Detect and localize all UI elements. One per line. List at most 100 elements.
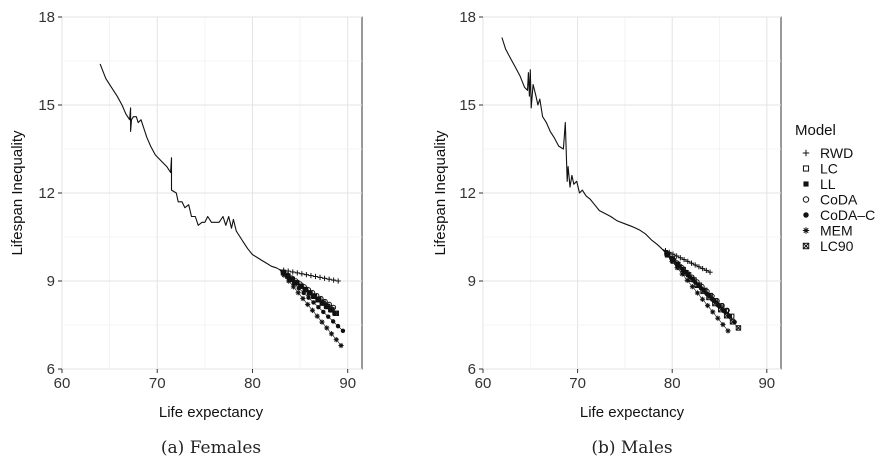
series-point bbox=[311, 293, 318, 300]
x-tick-label: 90 bbox=[758, 375, 775, 392]
legend-marker-open-circle bbox=[802, 196, 810, 203]
series-point bbox=[305, 301, 311, 308]
series-lc90 bbox=[661, 248, 742, 331]
series-point bbox=[324, 303, 331, 310]
series-point bbox=[705, 302, 711, 309]
x-tick-label: 80 bbox=[244, 375, 261, 392]
series-point bbox=[664, 252, 671, 258]
series-point bbox=[700, 288, 706, 295]
series-point bbox=[723, 313, 730, 319]
series-point bbox=[306, 290, 311, 296]
x-tick-label: 70 bbox=[569, 375, 586, 392]
y-axis-title: Lifespan Inequality bbox=[432, 130, 449, 256]
legend-marker-open-square bbox=[802, 165, 810, 172]
series-point bbox=[307, 290, 313, 296]
legend-marker-asterisk bbox=[802, 227, 810, 234]
series-point bbox=[315, 297, 320, 302]
legend-item: RWD bbox=[802, 145, 853, 161]
legend-item: LL bbox=[803, 176, 836, 192]
y-axis-title: Lifespan Inequality bbox=[9, 130, 26, 256]
y-tick-label: 12 bbox=[459, 185, 476, 202]
historical-line bbox=[501, 37, 663, 250]
y-tick-label: 6 bbox=[47, 361, 55, 378]
series-point bbox=[308, 272, 314, 279]
series-point bbox=[677, 255, 683, 261]
series-point bbox=[694, 290, 701, 296]
series-point bbox=[311, 300, 316, 305]
marks bbox=[99, 63, 346, 349]
series-point bbox=[300, 296, 306, 302]
y-tick-label: 18 bbox=[459, 9, 476, 26]
series-point bbox=[321, 309, 326, 315]
legend-label: LL bbox=[820, 176, 836, 192]
series-point bbox=[688, 276, 694, 282]
series-point bbox=[707, 269, 713, 275]
legend-item: MEM bbox=[802, 223, 853, 239]
x-tick-label: 60 bbox=[475, 375, 492, 392]
y-tick-label: 9 bbox=[468, 273, 476, 290]
series-point bbox=[333, 310, 339, 316]
legend-item: CoDA bbox=[802, 192, 858, 208]
y-tick-label: 18 bbox=[38, 9, 55, 26]
series-point bbox=[314, 313, 320, 319]
series-point bbox=[712, 300, 718, 307]
series-point bbox=[331, 277, 337, 283]
legend-item: LC bbox=[802, 161, 838, 177]
series-point bbox=[682, 270, 689, 276]
series-point bbox=[735, 325, 742, 331]
x-axis-title: Life expectancy bbox=[580, 404, 685, 421]
series-point bbox=[317, 274, 323, 280]
series-point bbox=[295, 290, 301, 296]
series-point bbox=[289, 276, 296, 283]
series-point bbox=[311, 294, 316, 299]
legend-item: CoDA–C bbox=[803, 207, 875, 223]
series-point bbox=[718, 306, 724, 313]
series-point bbox=[319, 301, 324, 306]
series-point bbox=[290, 269, 296, 275]
legend-title: Model bbox=[795, 122, 836, 139]
caption-males: (b) Males bbox=[591, 438, 672, 458]
x-tick-label: 60 bbox=[54, 375, 71, 392]
series-point bbox=[340, 328, 346, 334]
series-point bbox=[299, 271, 305, 277]
legend-marker-filled-square bbox=[803, 181, 809, 187]
series-point bbox=[319, 319, 325, 325]
grid bbox=[61, 16, 362, 370]
y-tick-label: 12 bbox=[38, 185, 55, 202]
series-point bbox=[321, 275, 328, 281]
legend-marker-plus bbox=[802, 149, 810, 157]
series-point bbox=[323, 304, 328, 309]
series-point bbox=[328, 331, 335, 337]
legend-item: LC90 bbox=[802, 238, 854, 254]
series-point bbox=[309, 307, 316, 313]
legend-label: CoDA bbox=[820, 192, 858, 208]
series-point bbox=[670, 258, 677, 264]
series-point bbox=[333, 337, 339, 343]
series-point bbox=[338, 342, 344, 349]
legend-label: LC bbox=[820, 161, 838, 177]
series-point bbox=[712, 298, 717, 303]
legend-marker-filled-circle bbox=[803, 212, 809, 218]
series-point bbox=[676, 264, 683, 270]
series-point bbox=[326, 276, 332, 282]
x-tick-label: 80 bbox=[664, 375, 681, 392]
x-tick-label: 70 bbox=[149, 375, 166, 392]
panel-males: 60 70 80 90 6 9 12 15 18 Life expectancy Lifespa… bbox=[432, 9, 782, 458]
x-axis-title: Life expectancy bbox=[159, 404, 264, 421]
series-point bbox=[316, 304, 321, 310]
series-point bbox=[703, 267, 709, 273]
legend-label: RWD bbox=[820, 145, 853, 161]
series-point bbox=[696, 282, 701, 288]
series-point bbox=[692, 262, 698, 268]
series-point bbox=[681, 256, 687, 263]
series-point bbox=[294, 280, 300, 286]
series-point bbox=[720, 321, 726, 328]
y-tick-label: 15 bbox=[459, 97, 476, 114]
series-point bbox=[298, 283, 304, 289]
series-point bbox=[324, 325, 330, 331]
series-point bbox=[335, 323, 341, 329]
series-rwd bbox=[279, 267, 341, 284]
series-point bbox=[696, 264, 702, 270]
